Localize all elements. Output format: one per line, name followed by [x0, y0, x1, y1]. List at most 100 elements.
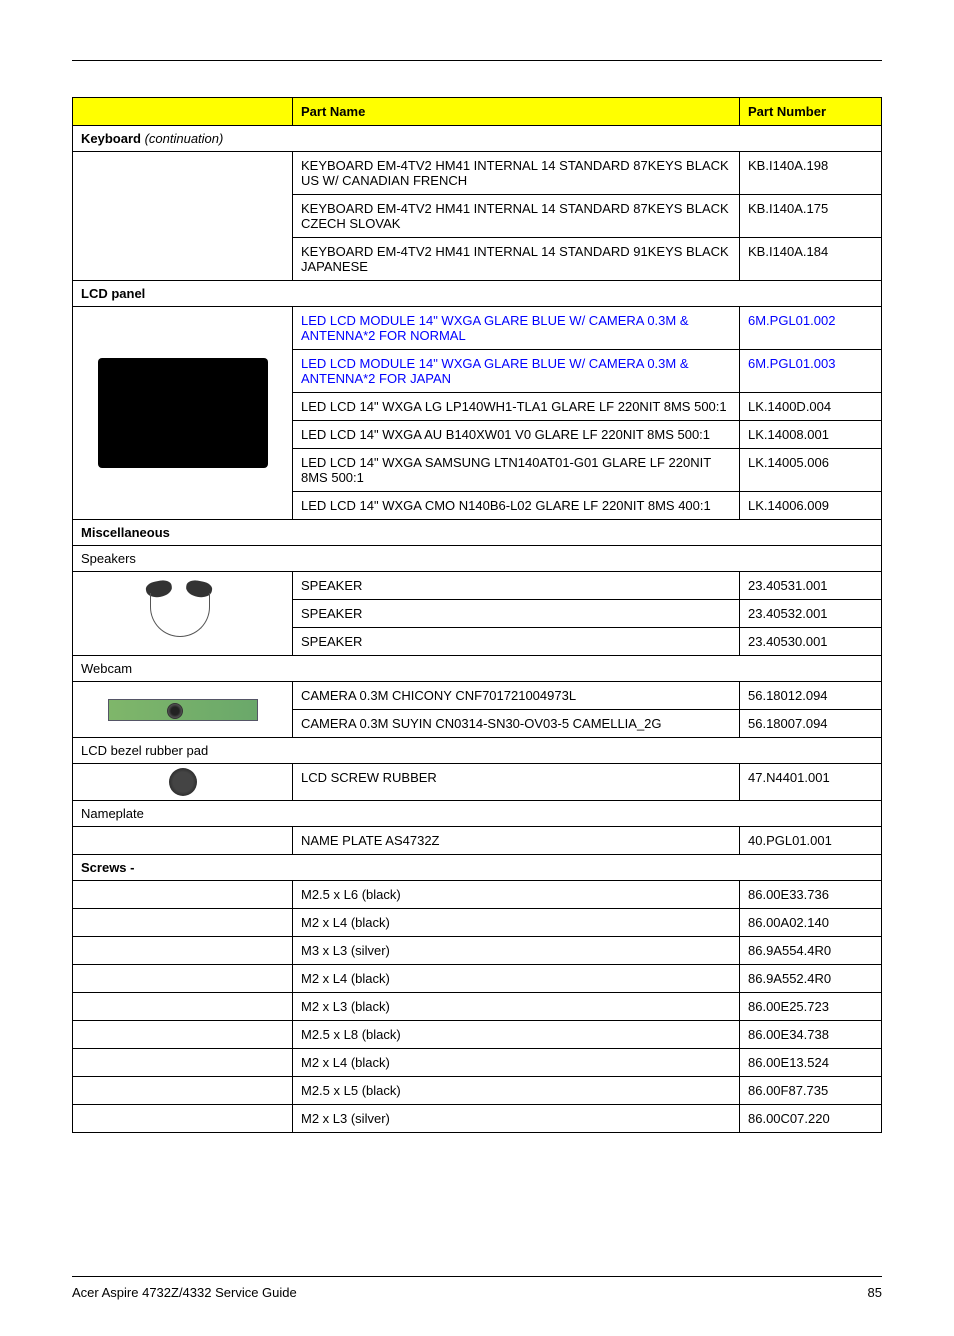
header-part-name: Part Name [293, 98, 740, 126]
part-number: 86.00F87.735 [740, 1077, 882, 1105]
table-row: KEYBOARD EM-4TV2 HM41 INTERNAL 14 STANDA… [73, 152, 882, 195]
part-number: 47.N4401.001 [740, 764, 882, 801]
screw-img-cell [73, 881, 293, 909]
part-number: 56.18007.094 [740, 710, 882, 738]
part-number: 23.40532.001 [740, 600, 882, 628]
part-name: LED LCD MODULE 14" WXGA GLARE BLUE W/ CA… [293, 307, 740, 350]
section-title-screws: Screws - [73, 855, 882, 881]
section-title-keyboard: Keyboard (continuation) [73, 126, 882, 152]
table-row: M2 x L4 (black) 86.9A552.4R0 [73, 965, 882, 993]
header-blank [73, 98, 293, 126]
part-number: 86.00E13.524 [740, 1049, 882, 1077]
table-row: LCD SCREW RUBBER 47.N4401.001 [73, 764, 882, 801]
page-footer: Acer Aspire 4732Z/4332 Service Guide 85 [72, 1276, 882, 1300]
part-number: KB.I140A.184 [740, 238, 882, 281]
part-name: SPEAKER [293, 572, 740, 600]
section-keyboard-ital: (continuation) [145, 131, 224, 146]
part-name: M2 x L3 (silver) [293, 1105, 740, 1133]
table-row: NAME PLATE AS4732Z 40.PGL01.001 [73, 827, 882, 855]
screw-img-cell [73, 909, 293, 937]
part-name: LED LCD 14" WXGA CMO N140B6-L02 GLARE LF… [293, 492, 740, 520]
screw-img-cell [73, 965, 293, 993]
screw-img-cell [73, 937, 293, 965]
part-name: M2.5 x L5 (black) [293, 1077, 740, 1105]
part-name: NAME PLATE AS4732Z [293, 827, 740, 855]
header-part-number: Part Number [740, 98, 882, 126]
screw-img-cell [73, 1105, 293, 1133]
screw-img-cell [73, 1021, 293, 1049]
section-nameplate: Nameplate [73, 801, 882, 827]
part-name: KEYBOARD EM-4TV2 HM41 INTERNAL 14 STANDA… [293, 195, 740, 238]
section-title-lcd: LCD panel [73, 281, 882, 307]
part-name: LED LCD 14" WXGA LG LP140WH1-TLA1 GLARE … [293, 393, 740, 421]
nameplate-img-cell [73, 827, 293, 855]
part-number: 86.00E33.736 [740, 881, 882, 909]
speaker-placeholder-img [138, 579, 228, 649]
part-name: M3 x L3 (silver) [293, 937, 740, 965]
part-name: SPEAKER [293, 600, 740, 628]
section-misc: Miscellaneous [73, 520, 882, 546]
part-number: 6M.PGL01.002 [740, 307, 882, 350]
section-lcd: LCD panel [73, 281, 882, 307]
part-number: 56.18012.094 [740, 682, 882, 710]
webcam-placeholder-img [108, 699, 258, 721]
speaker-img-cell [73, 572, 293, 656]
part-name: SPEAKER [293, 628, 740, 656]
part-name: M2 x L4 (black) [293, 909, 740, 937]
table-row: M2 x L4 (black) 86.00A02.140 [73, 909, 882, 937]
part-name: KEYBOARD EM-4TV2 HM41 INTERNAL 14 STANDA… [293, 152, 740, 195]
part-name: M2.5 x L6 (black) [293, 881, 740, 909]
part-name: M2.5 x L8 (black) [293, 1021, 740, 1049]
screw-img-cell [73, 993, 293, 1021]
part-name: CAMERA 0.3M SUYIN CN0314-SN30-OV03-5 CAM… [293, 710, 740, 738]
table-row: M2 x L4 (black) 86.00E13.524 [73, 1049, 882, 1077]
part-number: 6M.PGL01.003 [740, 350, 882, 393]
part-number: 86.00A02.140 [740, 909, 882, 937]
part-name: CAMERA 0.3M CHICONY CNF701721004973L [293, 682, 740, 710]
part-number: LK.1400D.004 [740, 393, 882, 421]
footer-left: Acer Aspire 4732Z/4332 Service Guide [72, 1285, 297, 1300]
part-name: M2 x L4 (black) [293, 1049, 740, 1077]
keyboard-img-cell [73, 152, 293, 281]
part-number: KB.I140A.198 [740, 152, 882, 195]
section-speakers: Speakers [73, 546, 882, 572]
part-number: 23.40530.001 [740, 628, 882, 656]
part-number: 23.40531.001 [740, 572, 882, 600]
lcd-img-cell [73, 307, 293, 520]
section-screws: Screws - [73, 855, 882, 881]
section-title-nameplate: Nameplate [73, 801, 882, 827]
part-name: LED LCD 14" WXGA AU B140XW01 V0 GLARE LF… [293, 421, 740, 449]
part-number: LK.14006.009 [740, 492, 882, 520]
table-row: M2.5 x L8 (black) 86.00E34.738 [73, 1021, 882, 1049]
table-row: M2.5 x L5 (black) 86.00F87.735 [73, 1077, 882, 1105]
part-number: 86.00E34.738 [740, 1021, 882, 1049]
rubber-placeholder-img [169, 768, 197, 796]
webcam-img-cell [73, 682, 293, 738]
screw-img-cell [73, 1077, 293, 1105]
section-rubber: LCD bezel rubber pad [73, 738, 882, 764]
section-webcam: Webcam [73, 656, 882, 682]
table-row: CAMERA 0.3M CHICONY CNF701721004973L 56.… [73, 682, 882, 710]
part-number: 86.9A552.4R0 [740, 965, 882, 993]
part-name: LED LCD MODULE 14" WXGA GLARE BLUE W/ CA… [293, 350, 740, 393]
table-row: M2.5 x L6 (black) 86.00E33.736 [73, 881, 882, 909]
part-number: 40.PGL01.001 [740, 827, 882, 855]
page: Part Name Part Number Keyboard (continua… [0, 0, 954, 1336]
footer-page-number: 85 [868, 1285, 882, 1300]
part-number: 86.9A554.4R0 [740, 937, 882, 965]
parts-table: Part Name Part Number Keyboard (continua… [72, 97, 882, 1133]
table-row: LED LCD MODULE 14" WXGA GLARE BLUE W/ CA… [73, 307, 882, 350]
part-name: LED LCD 14" WXGA SAMSUNG LTN140AT01-G01 … [293, 449, 740, 492]
section-title-misc: Miscellaneous [73, 520, 882, 546]
table-row: M3 x L3 (silver) 86.9A554.4R0 [73, 937, 882, 965]
part-name: LCD SCREW RUBBER [293, 764, 740, 801]
top-rule [72, 60, 882, 61]
screw-img-cell [73, 1049, 293, 1077]
rubber-img-cell [73, 764, 293, 801]
table-row: M2 x L3 (black) 86.00E25.723 [73, 993, 882, 1021]
part-name: M2 x L3 (black) [293, 993, 740, 1021]
part-number: 86.00E25.723 [740, 993, 882, 1021]
section-title-rubber: LCD bezel rubber pad [73, 738, 882, 764]
part-name: KEYBOARD EM-4TV2 HM41 INTERNAL 14 STANDA… [293, 238, 740, 281]
part-number: LK.14008.001 [740, 421, 882, 449]
